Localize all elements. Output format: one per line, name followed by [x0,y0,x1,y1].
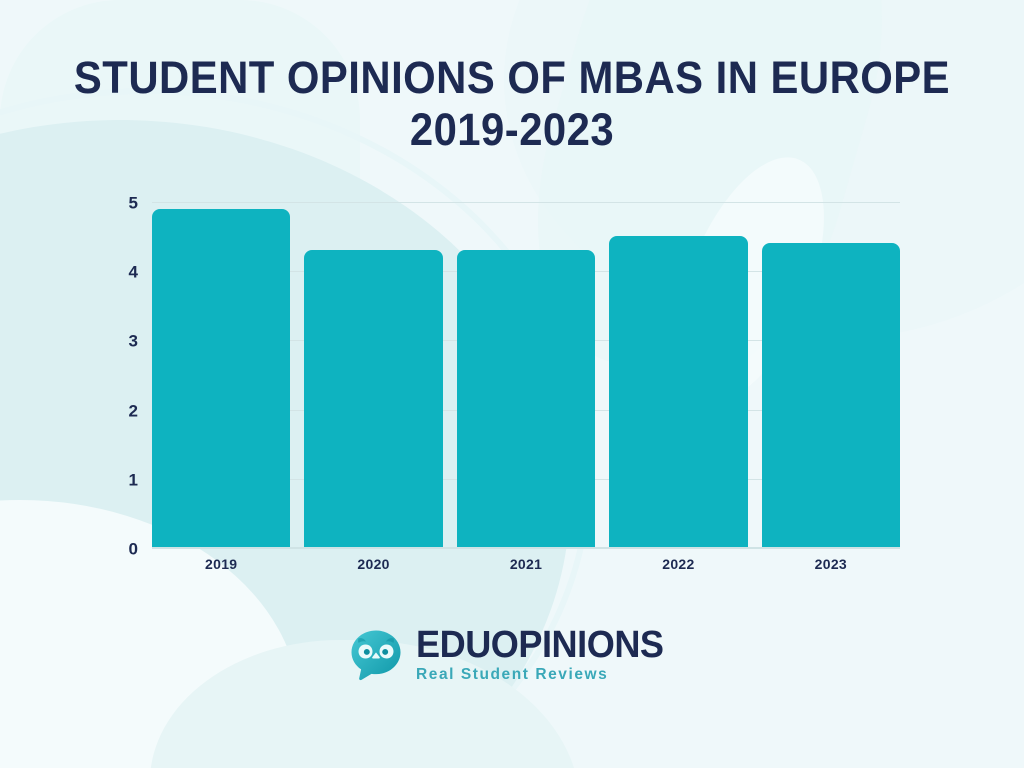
owl-speech-bubble-icon [348,627,404,683]
bar-2019[interactable] [152,209,291,549]
y-axis-tick-1: 1 [128,470,138,490]
bar-slot-2019 [152,203,291,549]
bar-2023[interactable] [761,243,901,549]
bar-slot-2021 [456,203,596,549]
y-axis-tick-5: 5 [128,193,138,213]
y-axis-tick-3: 3 [128,331,138,351]
chart-baseline [152,547,900,549]
bar-2020[interactable] [304,250,443,549]
x-axis-label-2021: 2021 [509,556,543,572]
bar-chart: 0 1 2 3 4 5 2019 2020 2021 2022 2023 [110,195,910,572]
bar-2021[interactable] [456,250,596,549]
chart-x-axis: 2019 2020 2021 2022 2023 [152,556,900,572]
bar-slot-2020 [304,203,443,549]
y-axis-tick-0: 0 [128,539,138,559]
logo-wordmark: EDUOPINIONS [416,626,664,664]
logo-word-opinions: OPINIONS [490,624,664,666]
y-axis-tick-4: 4 [128,262,138,282]
brand-logo: EDUOPINIONS Real Student Reviews [0,626,1024,684]
x-axis-label-2019: 2019 [205,556,238,572]
chart-bars [152,203,901,549]
title-line-2: 2019-2023 [409,104,615,155]
x-axis-label-2023: 2023 [814,556,847,572]
chart-plot-area: 0 1 2 3 4 5 [129,195,901,558]
x-axis-label-2022: 2022 [662,556,695,572]
y-axis-tick-2: 2 [128,401,138,421]
bar-slot-2022 [609,203,748,549]
logo-word-edu: EDU [415,624,491,666]
x-axis-label-2020: 2020 [357,556,390,572]
logo-wordmark-group: EDUOPINIONS Real Student Reviews [416,626,677,684]
logo-tagline: Real Student Reviews [415,666,609,683]
bar-slot-2023 [761,203,901,549]
page-title: STUDENT OPINIONS OF MBAS IN EUROPE 2019-… [0,52,1024,156]
title-line-1: STUDENT OPINIONS OF MBAS IN EUROPE [73,52,951,103]
bar-2022[interactable] [609,236,748,549]
